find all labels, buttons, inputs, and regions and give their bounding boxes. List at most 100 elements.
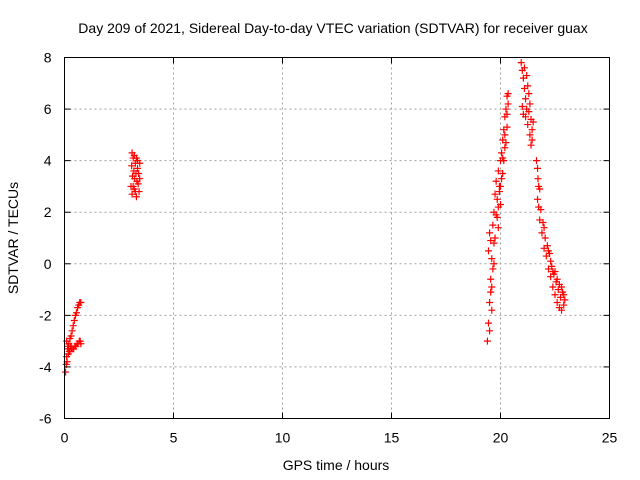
data-point-marker <box>498 149 506 157</box>
x-tick-label: 5 <box>170 430 178 446</box>
data-point-marker <box>532 157 540 165</box>
data-point-marker <box>70 317 78 325</box>
data-point-marker <box>534 164 542 172</box>
data-point-marker <box>77 340 85 348</box>
data-point-marker <box>558 283 566 291</box>
y-tick-label: 4 <box>44 153 52 169</box>
data-point-marker <box>560 301 568 309</box>
y-tick-label: -4 <box>39 359 52 375</box>
data-point-marker <box>486 327 494 335</box>
data-point-marker <box>128 162 136 170</box>
data-point-marker <box>502 105 510 113</box>
data-point-marker <box>501 144 509 152</box>
data-point-marker <box>549 268 557 276</box>
data-point-marker <box>526 100 534 108</box>
data-point-marker <box>134 164 142 172</box>
data-point-marker <box>494 224 502 232</box>
data-point-marker <box>135 170 143 178</box>
data-point-marker <box>493 195 501 203</box>
data-point-marker <box>486 229 494 237</box>
data-point-marker <box>495 188 503 196</box>
data-point-marker <box>77 298 85 306</box>
data-point-marker <box>503 123 511 131</box>
data-point-marker <box>520 64 528 72</box>
grid <box>64 57 610 419</box>
data-point-marker <box>72 309 80 317</box>
data-point-marker <box>132 193 140 201</box>
data-point-marker <box>553 275 561 283</box>
data-point-marker <box>544 247 552 255</box>
y-tick-label: 6 <box>44 101 52 117</box>
data-point-marker <box>135 188 143 196</box>
data-point-marker <box>527 141 535 149</box>
data-point-marker <box>494 167 502 175</box>
data-point-marker <box>502 139 510 147</box>
data-point-marker <box>66 347 74 355</box>
data-point-marker <box>523 72 531 80</box>
data-point-marker <box>485 247 493 255</box>
data-point-marker <box>518 102 526 110</box>
data-point-marker <box>489 221 497 229</box>
data-point-marker <box>543 242 551 250</box>
data-point-marker <box>136 159 144 167</box>
data-point-marker <box>487 275 495 283</box>
data-point-marker <box>494 203 502 211</box>
data-point-marker <box>534 175 542 183</box>
data-point-marker <box>547 257 555 265</box>
data-point-marker <box>136 175 144 183</box>
data-point-marker <box>489 265 497 273</box>
chart-title: Day 209 of 2021, Sidereal Day-to-day VTE… <box>78 20 587 36</box>
y-tick-label: 0 <box>44 256 52 272</box>
data-point-marker <box>538 229 546 237</box>
data-point-marker <box>561 296 569 304</box>
data-point-marker <box>490 260 498 268</box>
data-point-marker <box>526 131 534 139</box>
data-point-marker <box>517 59 525 67</box>
y-tick-label: -2 <box>39 307 52 323</box>
data-point-marker <box>504 100 512 108</box>
data-point-marker <box>541 234 549 242</box>
data-point-marker <box>501 131 509 139</box>
data-point-marker <box>522 113 530 121</box>
x-tick-label: 20 <box>493 430 509 446</box>
data-point-marker <box>529 118 537 126</box>
data-point-marker <box>540 224 548 232</box>
data-point-marker <box>524 82 532 90</box>
data-point-marker <box>525 90 533 98</box>
x-axis-label: GPS time / hours <box>283 457 390 473</box>
data-point-marker <box>553 298 561 306</box>
plot-frame <box>64 57 610 419</box>
data-point-marker <box>488 306 496 314</box>
y-axis-label: SDTVAR / TECUs <box>5 182 21 294</box>
data-point-marker <box>67 342 75 350</box>
y-tick-label: -6 <box>39 411 52 427</box>
x-tick-label: 0 <box>61 430 69 446</box>
data-point-marker <box>67 332 75 340</box>
data-point-marker <box>499 170 507 178</box>
data-point-marker <box>528 136 536 144</box>
data-point-marker <box>551 291 559 299</box>
data-point-marker <box>504 90 512 98</box>
data-point-marker <box>490 239 498 247</box>
data-point-marker <box>499 154 507 162</box>
data-point-marker <box>560 291 568 299</box>
data-point-marker <box>491 190 499 198</box>
data-point-marker <box>539 219 547 227</box>
data-point-marker <box>485 319 493 327</box>
y-tick-label: 8 <box>44 50 52 66</box>
data-point-marker <box>548 262 556 270</box>
data-point-marker <box>536 185 544 193</box>
data-point-marker <box>69 322 77 330</box>
data-point-marker <box>488 283 496 291</box>
data-point-marker <box>491 234 499 242</box>
data-point-marker <box>524 121 532 129</box>
data-point-marker <box>134 180 142 188</box>
data-point-marker <box>537 206 545 214</box>
data-point-marker <box>498 175 506 183</box>
data-point-marker <box>522 95 530 103</box>
data-point-marker <box>483 337 491 345</box>
data-point-marker <box>503 110 511 118</box>
data-point-marker <box>493 213 501 221</box>
x-tick-label: 25 <box>602 430 618 446</box>
